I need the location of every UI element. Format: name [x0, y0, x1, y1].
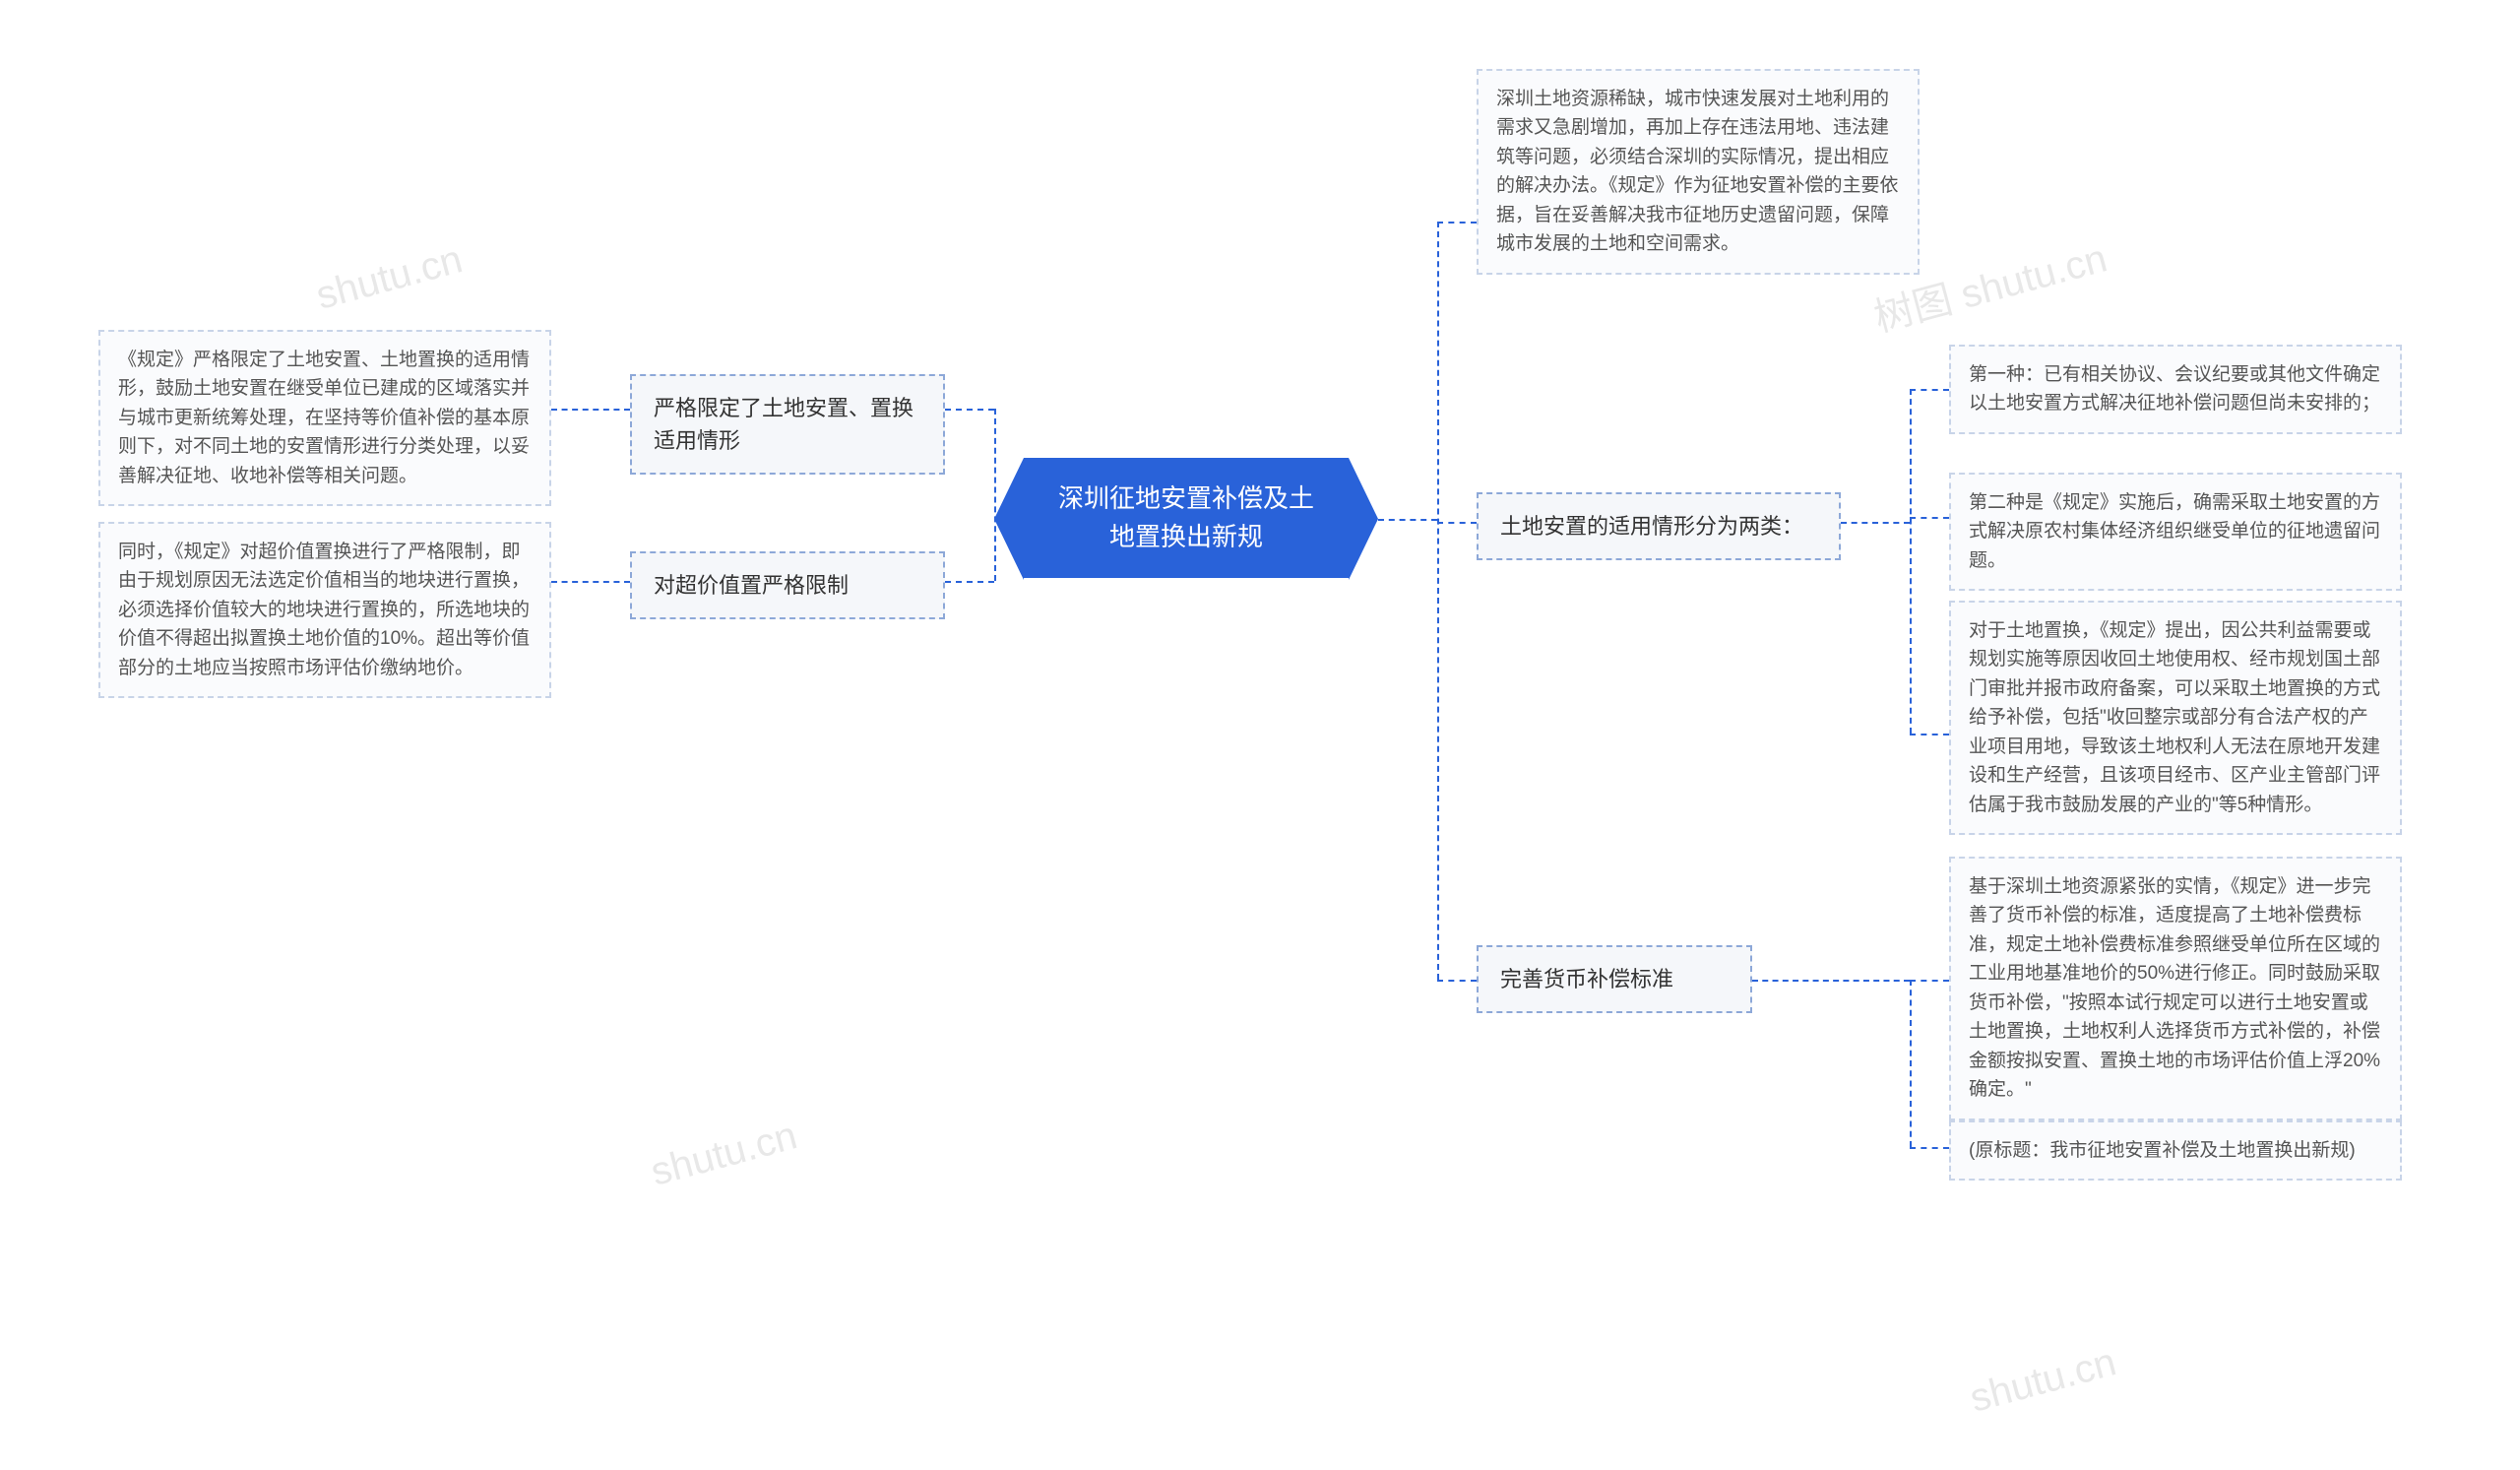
- connector: [1437, 980, 1477, 982]
- branch-right-2[interactable]: 完善货币补偿标准: [1477, 945, 1752, 1013]
- branch-left-2[interactable]: 对超价值置严格限制: [630, 551, 945, 619]
- connector: [1910, 389, 1949, 391]
- leaf-right-1-sub1[interactable]: 第一种：已有相关协议、会议纪要或其他文件确定以土地安置方式解决征地补偿问题但尚未…: [1949, 345, 2402, 434]
- branch-left-1[interactable]: 严格限定了土地安置、置换适用情形: [630, 374, 945, 475]
- connector: [1437, 222, 1477, 224]
- connector: [551, 581, 630, 583]
- connector: [1841, 522, 1910, 524]
- connector: [1378, 519, 1437, 521]
- central-topic[interactable]: 深圳征地安置补偿及土地置换出新规: [1024, 458, 1349, 578]
- leaf-right-2-sub2[interactable]: (原标题：我市征地安置补偿及土地置换出新规): [1949, 1120, 2402, 1181]
- leaf-right-1-sub2[interactable]: 第二种是《规定》实施后，确需采取土地安置的方式解决原农村集体经济组织继受单位的征…: [1949, 473, 2402, 591]
- connector: [1910, 389, 1912, 734]
- leaf-right-2-sub1[interactable]: 基于深圳土地资源紧张的实情，《规定》进一步完善了货币补偿的标准，适度提高了土地补…: [1949, 857, 2402, 1120]
- leaf-right-1-sub3[interactable]: 对于土地置换，《规定》提出，因公共利益需要或规划实施等原因收回土地使用权、经市规…: [1949, 601, 2402, 835]
- connector: [1910, 734, 1949, 735]
- watermark: shutu.cn: [647, 1114, 802, 1195]
- connector: [1910, 517, 1949, 519]
- leaf-left-1[interactable]: 《规定》严格限定了土地安置、土地置换的适用情形，鼓励土地安置在继受单位已建成的区…: [98, 330, 551, 506]
- connector: [1437, 522, 1477, 524]
- connector: [945, 409, 994, 411]
- watermark: shutu.cn: [312, 237, 468, 319]
- connector: [1910, 980, 1949, 982]
- connector: [551, 409, 630, 411]
- connector: [1437, 222, 1439, 980]
- connector: [945, 581, 994, 583]
- branch-right-1[interactable]: 土地安置的适用情形分为两类：: [1477, 492, 1841, 560]
- watermark: shutu.cn: [1966, 1340, 2121, 1422]
- leaf-right-top[interactable]: 深圳土地资源稀缺，城市快速发展对土地利用的需求又急剧增加，再加上存在违法用地、违…: [1477, 69, 1920, 275]
- connector: [1910, 980, 1912, 1147]
- leaf-left-2[interactable]: 同时，《规定》对超价值置换进行了严格限制，即由于规划原因无法选定价值相当的地块进…: [98, 522, 551, 698]
- connector: [1910, 1147, 1949, 1149]
- connector: [1752, 980, 1910, 982]
